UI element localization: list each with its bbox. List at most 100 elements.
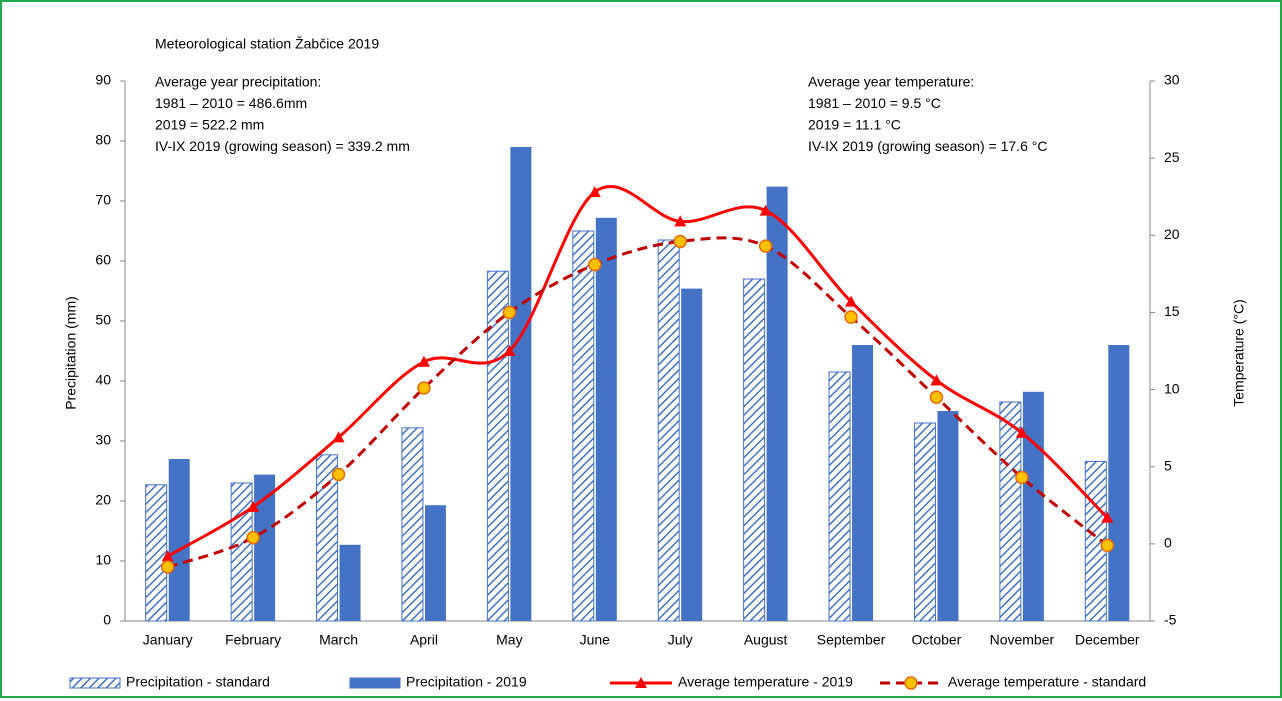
x-tick-label: October	[912, 632, 962, 648]
y2-tick-label: 20	[1164, 226, 1180, 242]
legend-swatch	[349, 677, 401, 689]
y2-tick-label: 10	[1164, 380, 1180, 396]
y-tick-label: 40	[95, 372, 111, 388]
marker	[246, 530, 260, 545]
marker	[332, 431, 345, 443]
y2-tick-label: 15	[1164, 303, 1180, 319]
annotation: Average year temperature:	[808, 74, 974, 90]
x-tick-label: November	[990, 632, 1055, 648]
annotation: IV-IX 2019 (growing season) = 17.6 °C	[808, 138, 1047, 154]
bar	[913, 422, 936, 622]
legend-swatch	[69, 677, 121, 689]
bar	[852, 345, 874, 621]
x-tick-label: January	[143, 632, 193, 648]
y2-tick-label: 25	[1164, 149, 1180, 165]
annotation: IV-IX 2019 (growing season) = 339.2 mm	[155, 138, 410, 154]
annotation: Average year precipitation:	[155, 74, 321, 90]
legend-marker	[904, 676, 918, 690]
bar	[339, 544, 361, 621]
marker	[759, 204, 772, 216]
marker	[503, 345, 516, 356]
marker	[331, 467, 346, 482]
y2-tick-label: 5	[1164, 457, 1172, 473]
chart-title: Meteorological station Žabčice 2019	[155, 36, 379, 52]
marker	[1100, 538, 1115, 553]
marker	[930, 374, 943, 386]
y-tick-label: 30	[95, 432, 111, 448]
bar	[681, 288, 703, 621]
y-tick-label: 20	[95, 492, 111, 508]
bar	[510, 147, 532, 621]
x-tick-label: September	[817, 632, 886, 648]
marker	[1101, 511, 1114, 523]
y2-tick-label: 30	[1164, 72, 1180, 88]
marker	[673, 234, 687, 249]
x-tick-label: February	[225, 632, 281, 648]
marker	[161, 550, 174, 562]
x-tick-label: August	[744, 632, 788, 648]
legend-label: Average temperature - standard	[948, 674, 1146, 690]
y-tick-label: 70	[95, 192, 111, 208]
bar	[230, 482, 253, 622]
x-tick-label: April	[410, 632, 438, 648]
y-tick-label: 80	[95, 132, 111, 148]
y-axis-label: Precipitation (mm)	[63, 296, 79, 410]
bar	[1108, 345, 1130, 621]
bar	[937, 411, 959, 621]
bar	[401, 427, 424, 622]
line	[166, 185, 1109, 558]
legend-label: Average temperature - 2019	[678, 674, 853, 690]
marker	[588, 257, 602, 272]
bar	[657, 239, 680, 622]
annotation: 1981 – 2010 = 9.5 °C	[808, 95, 941, 111]
marker	[758, 239, 773, 253]
x-tick-label: December	[1075, 632, 1140, 648]
marker	[160, 560, 175, 574]
x-tick-label: March	[319, 632, 358, 648]
y-tick-label: 60	[95, 252, 111, 268]
y2-axis-label: Temperature (°C)	[1231, 299, 1247, 407]
marker	[929, 390, 944, 405]
bar	[254, 474, 276, 621]
y-tick-label: 0	[103, 612, 111, 628]
marker	[502, 305, 517, 320]
legend-label: Precipitation - 2019	[406, 674, 527, 690]
legend-marker	[635, 677, 647, 688]
bar	[486, 270, 509, 622]
bar	[999, 401, 1022, 622]
y2-tick-label: 0	[1164, 535, 1172, 551]
bar	[424, 505, 446, 621]
marker	[417, 381, 431, 395]
marker	[844, 310, 858, 324]
bar	[766, 186, 788, 621]
bar	[145, 484, 168, 622]
bar	[743, 278, 766, 622]
y2-tick-label: -5	[1164, 612, 1177, 628]
marker	[588, 186, 601, 198]
marker	[1015, 426, 1028, 438]
marker	[674, 215, 687, 227]
bar	[572, 230, 595, 622]
x-tick-label: July	[668, 632, 693, 648]
bar	[1022, 391, 1044, 621]
line	[167, 236, 1109, 569]
marker	[417, 355, 430, 367]
annotation: 2019 = 522.2 mm	[155, 117, 264, 133]
legend-label: Precipitation - standard	[126, 674, 270, 690]
marker	[247, 500, 260, 512]
y-tick-label: 90	[95, 72, 111, 88]
y-tick-label: 10	[95, 552, 111, 568]
x-tick-label: June	[580, 632, 611, 648]
y-tick-label: 50	[95, 312, 111, 328]
bar	[316, 454, 339, 622]
marker	[845, 295, 858, 307]
x-tick-label: May	[496, 632, 522, 648]
marker	[1015, 470, 1029, 485]
bar	[595, 217, 617, 622]
annotation: 1981 – 2010 = 486.6mm	[155, 95, 307, 111]
bar	[168, 459, 190, 621]
bar	[828, 371, 851, 622]
annotation: 2019 = 11.1 °C	[808, 117, 901, 133]
